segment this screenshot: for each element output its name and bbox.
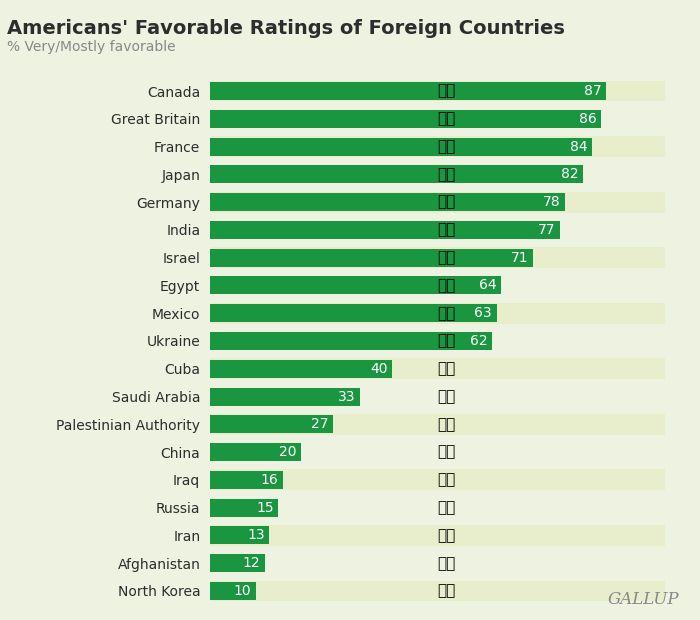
Text: 27: 27 [311,417,328,432]
Bar [210,498,279,516]
Text: 🇮🇶: 🇮🇶 [438,472,456,487]
Text: 🇨🇦: 🇨🇦 [438,84,456,99]
Text: 78: 78 [542,195,560,209]
Bar [210,247,665,268]
Text: Americans' Favorable Ratings of Foreign Countries: Americans' Favorable Ratings of Foreign … [7,19,565,38]
Bar [210,360,392,378]
Text: 🇷🇺: 🇷🇺 [438,500,456,515]
Text: 77: 77 [538,223,556,237]
Bar [210,525,665,546]
Text: 33: 33 [338,389,356,404]
Text: 🇩🇪: 🇩🇪 [438,195,456,210]
Text: 🇦🇫: 🇦🇫 [438,556,456,570]
Bar [210,275,665,296]
Text: 87: 87 [584,84,601,98]
Bar [210,471,283,489]
Text: 🇪🇬: 🇪🇬 [438,278,456,293]
Text: 71: 71 [511,250,528,265]
Bar [210,249,533,267]
Text: 64: 64 [479,278,497,293]
Bar [210,303,665,324]
Bar [210,441,665,463]
Text: 🇨🇺: 🇨🇺 [438,361,456,376]
Text: 🇵🇸: 🇵🇸 [438,417,456,432]
Bar [210,332,492,350]
Text: 🇯🇵: 🇯🇵 [438,167,456,182]
Text: 🇮🇳: 🇮🇳 [438,223,456,237]
Bar [210,164,665,185]
Text: 10: 10 [233,584,251,598]
Text: 🇨🇳: 🇨🇳 [438,445,456,459]
Text: 15: 15 [256,500,274,515]
Text: 86: 86 [579,112,596,126]
Bar [210,304,497,322]
Bar [210,582,256,600]
Text: 16: 16 [260,473,279,487]
Text: 62: 62 [470,334,487,348]
Text: 82: 82 [561,167,578,182]
Text: 🇲🇽: 🇲🇽 [438,306,456,321]
Bar [210,110,601,128]
Bar [210,358,665,379]
Text: 40: 40 [370,362,388,376]
Bar [210,330,665,352]
Bar [210,108,665,129]
Text: 🇺🇦: 🇺🇦 [438,334,456,348]
Bar [210,526,269,544]
Text: 20: 20 [279,445,297,459]
Text: 🇫🇷: 🇫🇷 [438,139,456,154]
Text: GALLUP: GALLUP [608,591,679,608]
Text: 🇮🇷: 🇮🇷 [438,528,456,543]
Bar [210,469,665,490]
Bar [210,388,360,405]
Bar [210,414,665,435]
Text: 84: 84 [570,140,587,154]
Bar [210,138,592,156]
Bar [210,192,665,213]
Bar [210,580,665,601]
Text: 63: 63 [475,306,492,320]
Bar [210,277,501,294]
Bar [210,497,665,518]
Bar [210,386,665,407]
Bar [210,443,301,461]
Bar [210,554,265,572]
Bar [210,553,665,574]
Bar [210,219,665,241]
Text: % Very/Mostly favorable: % Very/Mostly favorable [7,40,176,55]
Text: 🇬🇧: 🇬🇧 [438,112,456,126]
Bar [210,415,333,433]
Bar [210,82,606,100]
Text: 🇰🇵: 🇰🇵 [438,583,456,598]
Bar [210,81,665,102]
Bar [210,136,665,157]
Bar [210,166,583,184]
Text: 🇮🇱: 🇮🇱 [438,250,456,265]
Text: 12: 12 [242,556,260,570]
Text: 🇸🇦: 🇸🇦 [438,389,456,404]
Bar [210,221,560,239]
Bar [210,193,565,211]
Text: 13: 13 [247,528,265,542]
